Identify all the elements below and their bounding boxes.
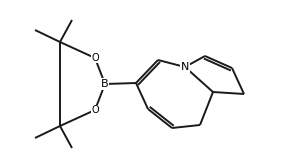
Text: O: O xyxy=(91,105,99,115)
Text: N: N xyxy=(181,62,189,72)
Text: B: B xyxy=(101,79,109,89)
Text: O: O xyxy=(91,53,99,63)
